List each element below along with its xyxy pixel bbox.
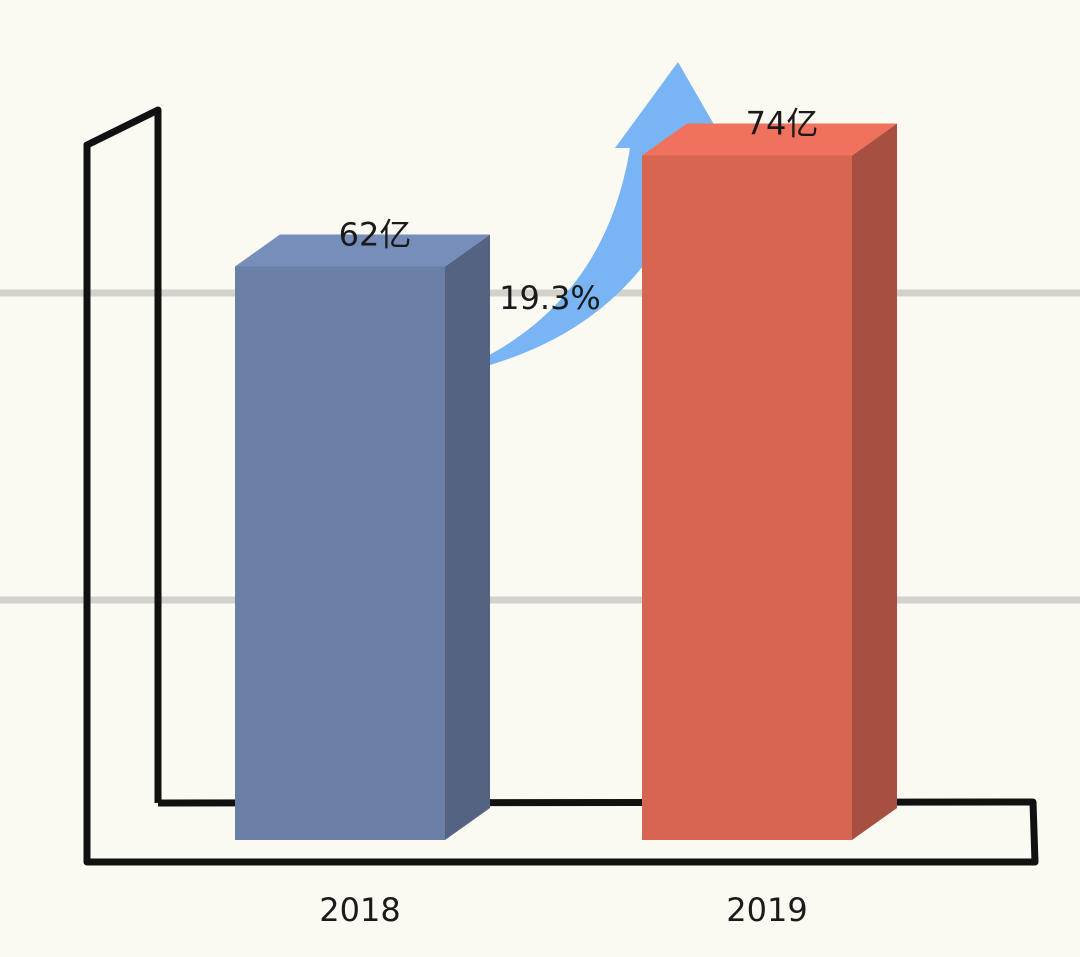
- growth-arrow: [443, 62, 720, 376]
- axis-frame: [83, 106, 1039, 866]
- bar: [235, 266, 445, 840]
- bar-side: [445, 234, 490, 840]
- x-tick-label: 2019: [726, 891, 807, 929]
- value-label: 74亿: [746, 105, 819, 143]
- bar-top: [235, 234, 490, 267]
- value-label: 62亿: [339, 216, 412, 254]
- annotation: 19.3%: [499, 279, 601, 317]
- bar-side: [852, 123, 897, 840]
- x-tick-label: 2018: [319, 891, 400, 929]
- bar-top: [642, 123, 897, 156]
- bar: [642, 155, 852, 840]
